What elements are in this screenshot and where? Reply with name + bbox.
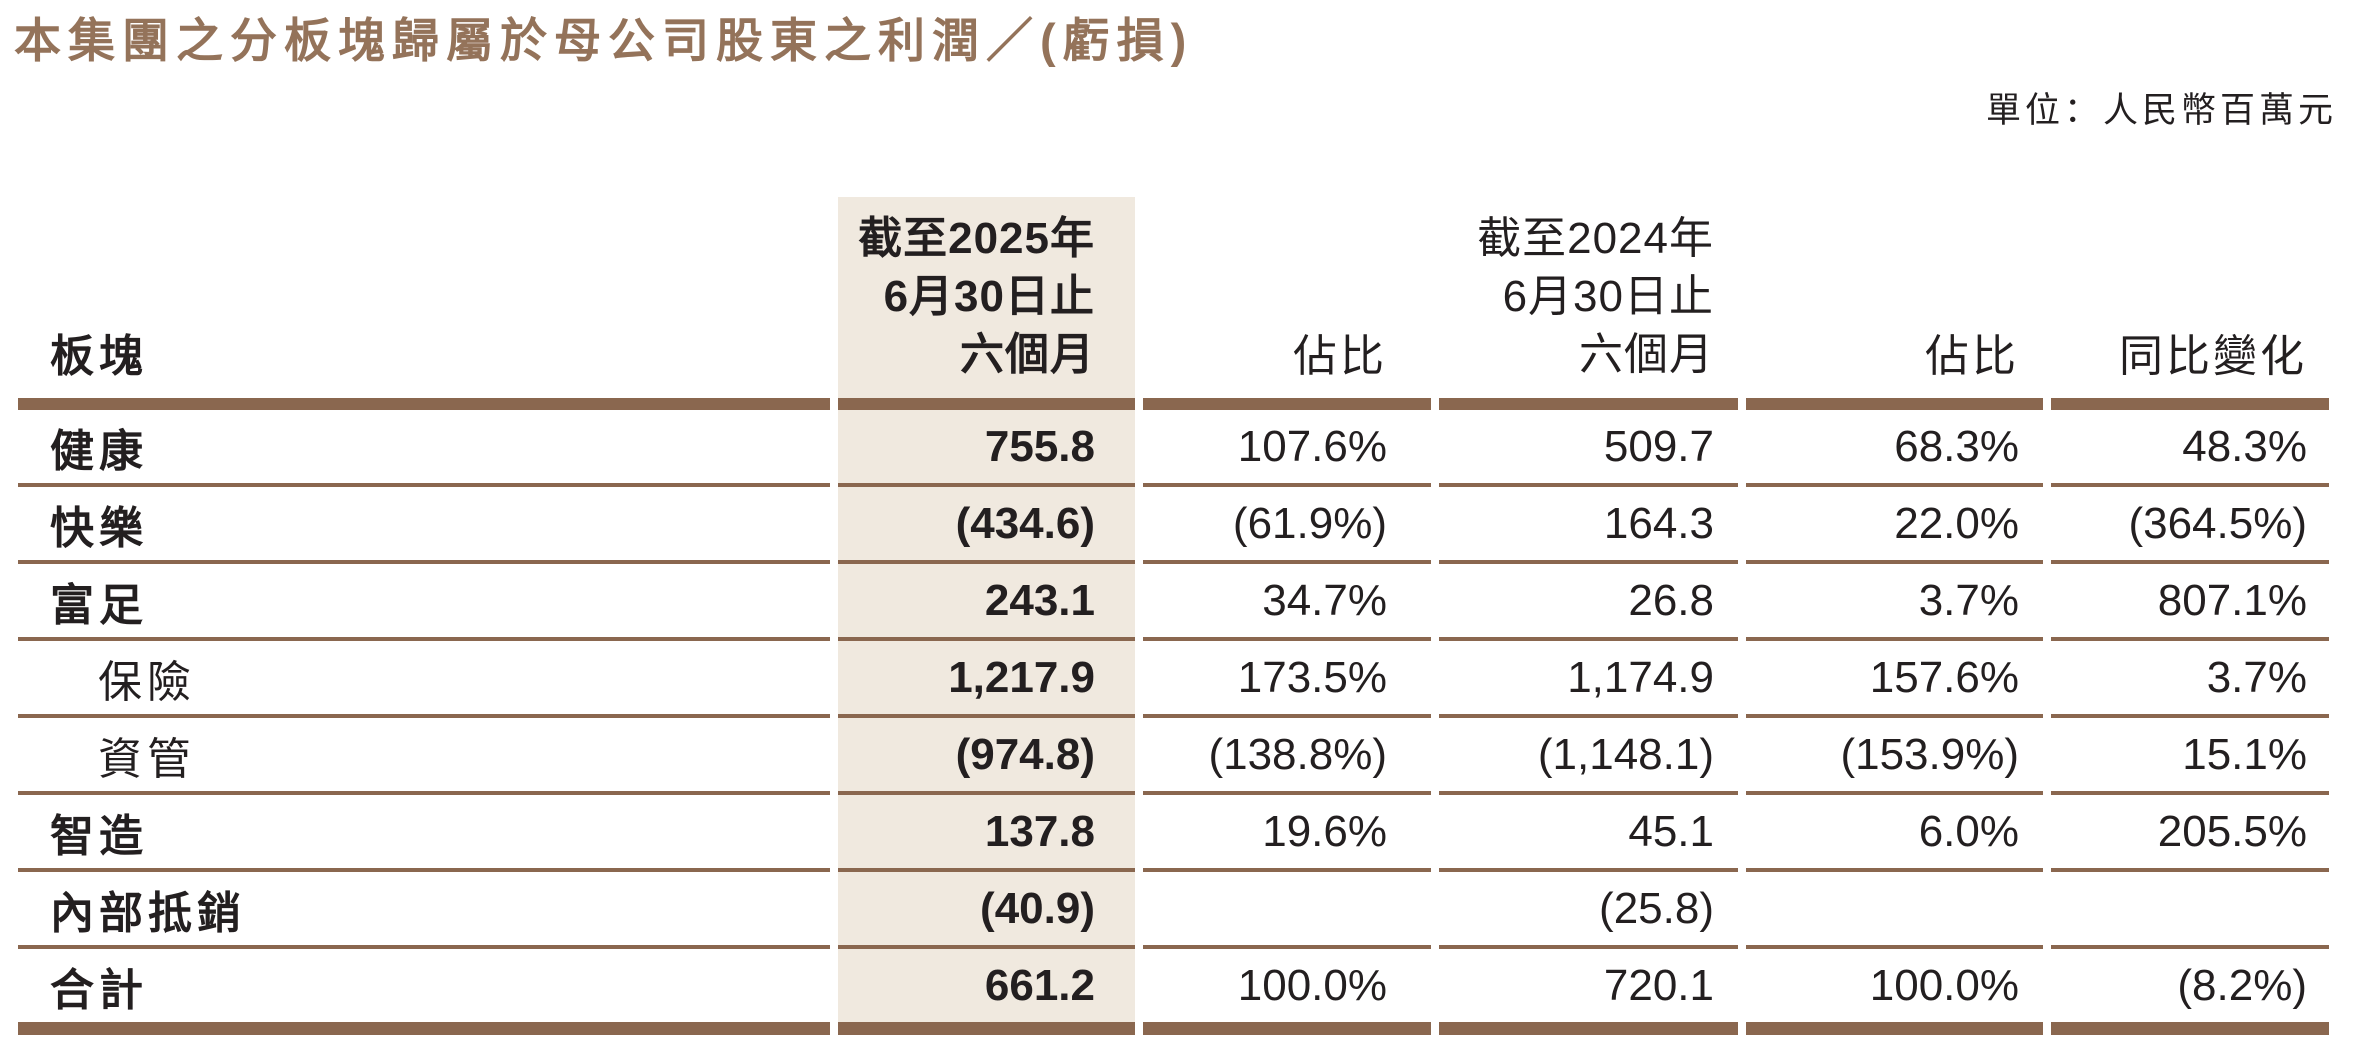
yoy-change-cell: 3.7% (2051, 641, 2329, 718)
header-period-2025: 截至2025年 6月30日止 六個月 (838, 197, 1135, 410)
page-title: 本集團之分板塊歸屬於母公司股東之利潤／(虧損) (14, 14, 1194, 67)
yoy-change-cell: 807.1% (2051, 564, 2329, 641)
yoy-change-cell: (364.5%) (2051, 487, 2329, 564)
share-2025-cell: 34.7% (1143, 564, 1431, 641)
value-2024-cell: (1,148.1) (1439, 718, 1738, 795)
table-header-row: 板塊 截至2025年 6月30日止 六個月 佔比 截至2024年 6月30日止 … (18, 197, 2329, 410)
header-period-2025-line1: 截至2025年 (858, 214, 1095, 263)
segment-cell: 健康 (18, 410, 830, 487)
header-period-2024-line2: 6月30日止 (1502, 272, 1714, 321)
table-row: 合計 661.2 100.0% 720.1 100.0% (8.2%) (18, 949, 2329, 1035)
value-2024-cell: 720.1 (1439, 949, 1738, 1035)
share-2025-cell: 100.0% (1143, 949, 1431, 1035)
yoy-change-cell: 205.5% (2051, 795, 2329, 872)
segment-cell: 保險 (18, 641, 830, 718)
table-row: 智造 137.8 19.6% 45.1 6.0% 205.5% (18, 795, 2329, 872)
value-2024-cell: (25.8) (1439, 872, 1738, 949)
table-row: 內部抵銷 (40.9) (25.8) (18, 872, 2329, 949)
value-2025-cell: (974.8) (838, 718, 1135, 795)
segment-cell: 資管 (18, 718, 830, 795)
header-period-2024-line3: 六個月 (1579, 330, 1714, 379)
value-2025-cell: 137.8 (838, 795, 1135, 872)
value-2025-cell: (434.6) (838, 487, 1135, 564)
share-2025-cell (1143, 872, 1431, 949)
header-share-2024: 佔比 (1746, 197, 2043, 410)
share-2025-cell: 107.6% (1143, 410, 1431, 487)
share-2024-cell: 6.0% (1746, 795, 2043, 872)
share-2024-cell (1746, 872, 2043, 949)
header-period-2024-line1: 截至2024年 (1477, 214, 1714, 263)
value-2024-cell: 164.3 (1439, 487, 1738, 564)
share-2024-cell: 22.0% (1746, 487, 2043, 564)
value-2025-cell: 755.8 (838, 410, 1135, 487)
share-2025-cell: (138.8%) (1143, 718, 1431, 795)
table-row: 快樂 (434.6) (61.9%) 164.3 22.0% (364.5%) (18, 487, 2329, 564)
value-2025-cell: 243.1 (838, 564, 1135, 641)
share-2024-cell: 3.7% (1746, 564, 2043, 641)
segment-cell: 智造 (18, 795, 830, 872)
table-body: 健康 755.8 107.6% 509.7 68.3% 48.3% 快樂 (43… (18, 410, 2329, 1035)
value-2025-cell: 1,217.9 (838, 641, 1135, 718)
yoy-change-cell: 48.3% (2051, 410, 2329, 487)
header-period-2025-line2: 6月30日止 (883, 272, 1095, 321)
header-yoy-change: 同比變化 (2051, 197, 2329, 410)
share-2024-cell: 68.3% (1746, 410, 2043, 487)
value-2025-cell: (40.9) (838, 872, 1135, 949)
header-segment: 板塊 (18, 197, 830, 410)
table-row: 富足 243.1 34.7% 26.8 3.7% 807.1% (18, 564, 2329, 641)
segment-profit-table: 板塊 截至2025年 6月30日止 六個月 佔比 截至2024年 6月30日止 … (10, 197, 2337, 1035)
yoy-change-cell (2051, 872, 2329, 949)
value-2024-cell: 45.1 (1439, 795, 1738, 872)
header-share-2025: 佔比 (1143, 197, 1431, 410)
header-period-2024: 截至2024年 6月30日止 六個月 (1439, 197, 1738, 410)
value-2024-cell: 509.7 (1439, 410, 1738, 487)
table-row: 資管 (974.8) (138.8%) (1,148.1) (153.9%) 1… (18, 718, 2329, 795)
segment-cell: 富足 (18, 564, 830, 641)
unit-label: 單位：人民幣百萬元 (1985, 91, 2337, 130)
value-2025-cell: 661.2 (838, 949, 1135, 1035)
share-2024-cell: 157.6% (1746, 641, 2043, 718)
value-2024-cell: 1,174.9 (1439, 641, 1738, 718)
table-row: 健康 755.8 107.6% 509.7 68.3% 48.3% (18, 410, 2329, 487)
segment-cell: 內部抵銷 (18, 872, 830, 949)
share-2025-cell: (61.9%) (1143, 487, 1431, 564)
segment-cell: 合計 (18, 949, 830, 1035)
header-period-2025-line3: 六個月 (960, 330, 1095, 379)
share-2024-cell: (153.9%) (1746, 718, 2043, 795)
share-2025-cell: 173.5% (1143, 641, 1431, 718)
share-2024-cell: 100.0% (1746, 949, 2043, 1035)
yoy-change-cell: (8.2%) (2051, 949, 2329, 1035)
table-row: 保險 1,217.9 173.5% 1,174.9 157.6% 3.7% (18, 641, 2329, 718)
segment-cell: 快樂 (18, 487, 830, 564)
value-2024-cell: 26.8 (1439, 564, 1738, 641)
yoy-change-cell: 15.1% (2051, 718, 2329, 795)
share-2025-cell: 19.6% (1143, 795, 1431, 872)
